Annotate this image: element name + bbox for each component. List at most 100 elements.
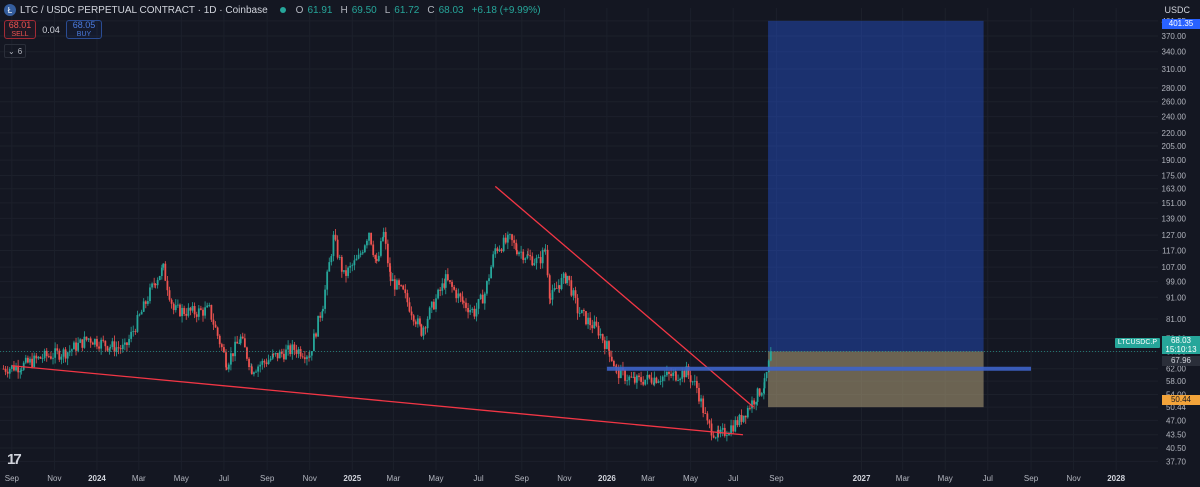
symbol-title[interactable]: LTC / USDC PERPETUAL CONTRACT · 1D · Coi… [20, 4, 268, 16]
candle-body [4, 368, 7, 372]
candle-body [391, 279, 394, 282]
candle-body [704, 413, 707, 414]
buy-button[interactable]: 68.05 BUY [66, 20, 102, 39]
candle-body [389, 263, 391, 272]
sell-button[interactable]: 68.01 SELL [4, 20, 36, 39]
candle-body [449, 280, 451, 282]
currency-selector[interactable]: USDC [1164, 5, 1190, 15]
candle-body [39, 356, 42, 359]
trendline-1[interactable] [11, 365, 743, 436]
candle-body [719, 429, 722, 434]
candle-body [79, 339, 82, 343]
candle-body [608, 341, 610, 351]
litecoin-icon[interactable]: Ł [4, 4, 16, 16]
candle-body [174, 305, 177, 311]
candle-body [285, 349, 287, 360]
candle-body [603, 340, 606, 349]
candle-body [66, 352, 69, 359]
high-value: 69.50 [351, 4, 377, 16]
candle-body [83, 336, 86, 348]
stop-zone[interactable] [768, 351, 984, 408]
candle-body [119, 348, 122, 350]
candle-body [746, 407, 749, 418]
stop-price-tag: 50.44 [1162, 395, 1200, 405]
candle-body [763, 378, 766, 389]
candle-body [278, 351, 281, 359]
indicators-toggle[interactable]: ⌄ 6 [4, 44, 27, 58]
candle-body [644, 379, 647, 385]
candle-body [274, 352, 277, 355]
tradingview-logo-icon[interactable]: 17 [7, 451, 22, 468]
candle-body [670, 373, 672, 376]
candle-body [549, 298, 552, 300]
candle-body [582, 309, 585, 312]
candle-body [520, 251, 522, 253]
symbol-price-label: LTCUSDC.P [1114, 338, 1160, 348]
candle-body [239, 336, 242, 344]
candle-body [104, 340, 107, 347]
target-zone[interactable] [768, 20, 984, 352]
y-tick-label: 340.00 [1162, 48, 1187, 57]
candle-body [714, 437, 717, 439]
y-tick-label: 37.70 [1166, 457, 1187, 466]
candle-body [657, 381, 660, 383]
candle-body [685, 366, 688, 378]
candle-body [504, 237, 507, 243]
candle-body [374, 255, 377, 259]
candle-body [109, 346, 112, 349]
candle-body [179, 304, 181, 317]
candle-body [297, 349, 300, 354]
candle-body [241, 336, 244, 339]
candle-body [220, 344, 223, 348]
candle-body [760, 393, 763, 396]
candle-body [574, 290, 577, 298]
candle-body [176, 304, 179, 306]
candle-body [479, 294, 482, 300]
candle-body [33, 355, 36, 367]
candle-body [389, 271, 392, 282]
y-tick-label: 240.00 [1162, 113, 1187, 122]
time-axis[interactable]: Sep Nov 2024 Mar May Jul Sep Nov 2025 Mar May Jul Se… [5, 474, 1126, 483]
candle-body [156, 280, 159, 286]
candle-body [728, 433, 730, 436]
candle-body [212, 319, 215, 325]
candle-body [13, 365, 15, 371]
candle-body [102, 339, 105, 341]
candle-body [539, 257, 542, 264]
candle-body [185, 314, 188, 316]
change-value: +6.18 (+9.99%) [471, 4, 541, 16]
candle-body [366, 240, 368, 246]
candle-body [225, 367, 228, 370]
candle-body [492, 254, 495, 267]
candle-body [430, 301, 433, 308]
candle-body [136, 315, 139, 332]
candle-body [426, 318, 429, 329]
candle-body [702, 398, 705, 414]
candle-body [560, 277, 563, 290]
candle-body [655, 377, 658, 383]
candle-body [24, 357, 27, 363]
candle-body [214, 324, 217, 328]
x-tick-label: Nov [557, 474, 571, 483]
candle-body [31, 358, 33, 367]
candle-body [467, 307, 469, 313]
candle-body [210, 304, 213, 320]
trendlines[interactable] [0, 185, 1158, 436]
candle-body [723, 427, 726, 436]
candle-body [428, 307, 431, 319]
candle-body [742, 415, 745, 422]
candle-body [568, 275, 571, 281]
buy-label: BUY [76, 30, 92, 38]
candle-body [121, 344, 124, 350]
price-tag-2: 67.96 [1162, 356, 1200, 366]
candle-body [37, 356, 40, 359]
x-tick-label: Nov [47, 474, 61, 483]
candle-body [230, 353, 232, 365]
y-tick-label: 91.00 [1166, 293, 1187, 302]
candle-body [162, 263, 165, 268]
candle-body [202, 309, 204, 316]
candle-body [64, 349, 67, 359]
candle-body [546, 249, 549, 276]
candle-body [263, 360, 266, 363]
